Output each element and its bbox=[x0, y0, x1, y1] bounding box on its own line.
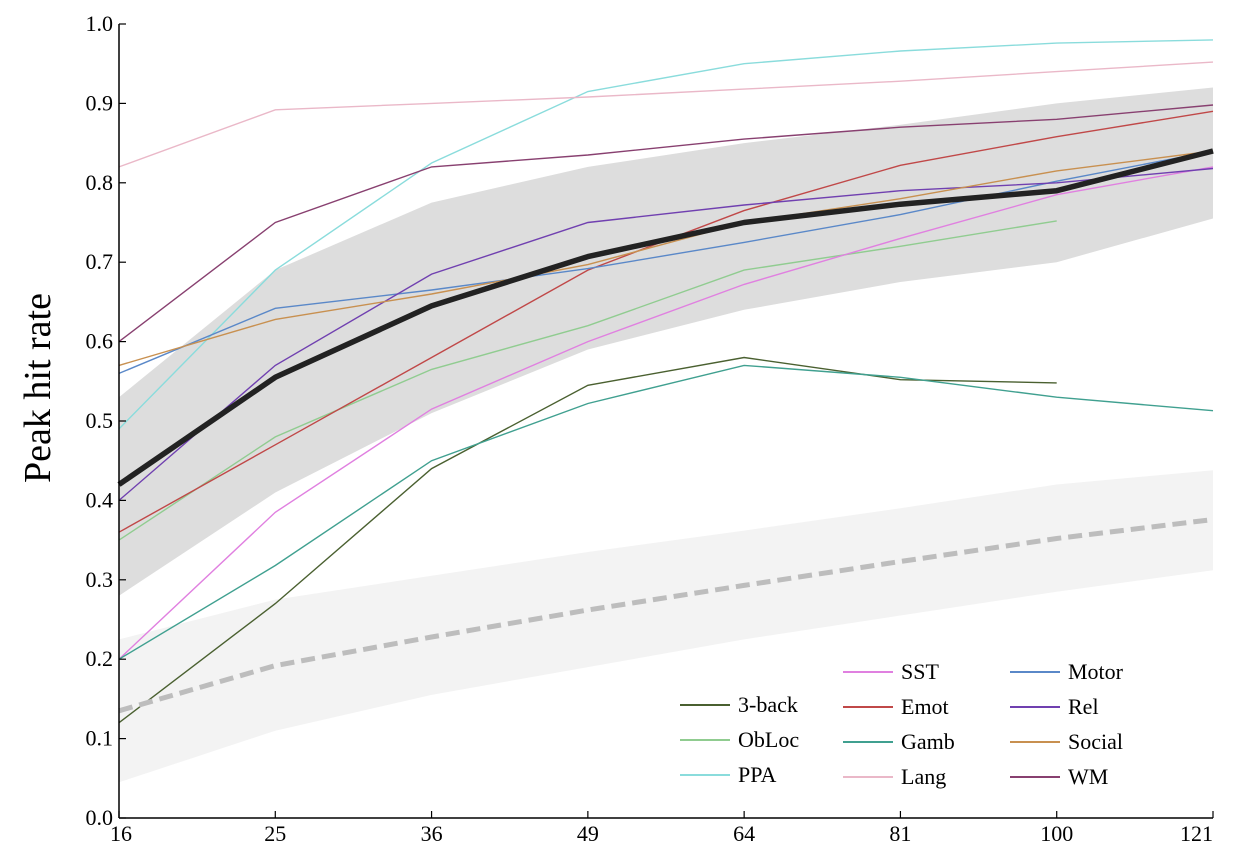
x-tick-label: 81 bbox=[889, 821, 911, 845]
x-tick-label: 121 bbox=[1180, 821, 1213, 845]
axes: 0.0 0.1 0.2 0.3 0.4 0.5 0.6 0.7 0.8 0.9 1.0 16 25 36 4… bbox=[86, 11, 1214, 845]
legend-label-wm: WM bbox=[1068, 764, 1108, 789]
legend-label-lang: Lang bbox=[901, 764, 946, 789]
baseline-line bbox=[118, 517, 1214, 714]
baseline-line-group bbox=[118, 517, 1214, 714]
x-tick-label: 16 bbox=[110, 821, 132, 845]
y-tick-label: 0.9 bbox=[86, 90, 114, 115]
y-tick-label: 0.5 bbox=[86, 408, 114, 433]
series-line-social bbox=[118, 150, 1214, 367]
y-tick-label: 1.0 bbox=[86, 11, 114, 36]
x-tick-label: 100 bbox=[1040, 821, 1073, 845]
y-tick-label: 0.1 bbox=[86, 726, 114, 751]
x-tick-label: 36 bbox=[421, 821, 443, 845]
mean-band bbox=[119, 87, 1213, 596]
confidence-bands bbox=[119, 87, 1213, 783]
series-line-lang bbox=[118, 61, 1214, 168]
x-tick-label: 25 bbox=[264, 821, 286, 845]
y-tick-label: 0.8 bbox=[86, 170, 114, 195]
series-line-motor bbox=[118, 150, 1214, 375]
legend: 3-back ObLoc PPA SST Emot Gamb Lang Motor Rel Soc… bbox=[680, 659, 1124, 789]
series-line-3-back bbox=[118, 356, 1057, 724]
series-line-ppa bbox=[118, 39, 1214, 430]
mean-line bbox=[117, 148, 1214, 487]
legend-label-gamb: Gamb bbox=[901, 729, 955, 754]
y-axis-label: Peak hit rate bbox=[17, 293, 59, 483]
legend-label-obloc: ObLoc bbox=[738, 727, 799, 752]
legend-label-social: Social bbox=[1068, 729, 1123, 754]
y-tick-label: 0.0 bbox=[86, 805, 114, 830]
series-line-rel bbox=[118, 167, 1214, 501]
x-tick-label: 64 bbox=[733, 821, 755, 845]
y-tick-label: 0.6 bbox=[86, 329, 114, 354]
x-tick-label: 49 bbox=[577, 821, 599, 845]
series-line-obloc bbox=[118, 220, 1057, 541]
y-tick-label: 0.3 bbox=[86, 567, 114, 592]
series-line-sst bbox=[118, 166, 1214, 660]
series-line-gamb bbox=[118, 364, 1214, 660]
y-tick-label: 0.4 bbox=[86, 487, 114, 512]
legend-label-3-back: 3-back bbox=[738, 692, 798, 717]
legend-label-rel: Rel bbox=[1068, 694, 1099, 719]
mean-line-group bbox=[117, 148, 1214, 487]
legend-label-sst: SST bbox=[901, 659, 939, 684]
baseline-band bbox=[119, 470, 1213, 783]
series-line-wm bbox=[118, 104, 1214, 343]
legend-label-ppa: PPA bbox=[738, 762, 776, 787]
legend-label-motor: Motor bbox=[1068, 659, 1124, 684]
legend-label-emot: Emot bbox=[901, 694, 949, 719]
y-tick-label: 0.7 bbox=[86, 249, 114, 274]
y-tick-label: 0.2 bbox=[86, 646, 114, 671]
